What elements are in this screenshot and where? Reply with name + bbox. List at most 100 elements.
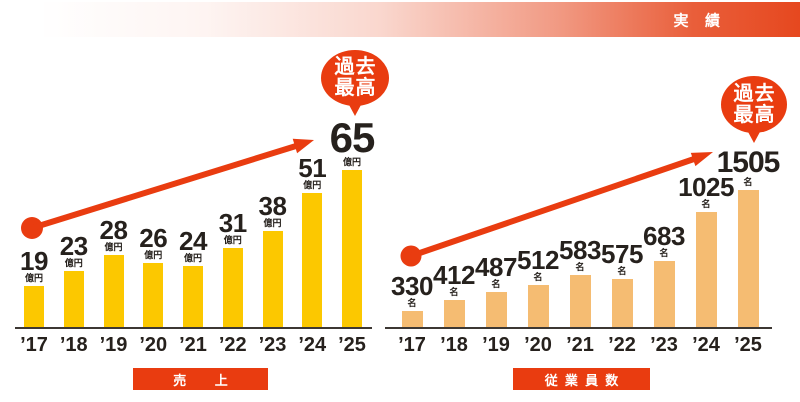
bar-unit: 名 — [491, 279, 501, 289]
bar-unit: 億円 — [183, 253, 202, 263]
bar-unit: 億円 — [303, 180, 322, 190]
bar-value: 512 — [517, 245, 559, 275]
x-axis-label: ’21 — [566, 334, 594, 356]
x-axis-line-employees — [385, 327, 772, 329]
x-axis-label: ’23 — [650, 334, 678, 356]
bar-unit: 億円 — [64, 258, 83, 268]
bar-value: 575 — [601, 239, 643, 269]
bar-value: 26 — [139, 223, 168, 253]
bar-unit: 名 — [659, 248, 669, 258]
bar-unit: 名 — [449, 287, 459, 297]
bar-unit: 億円 — [144, 250, 163, 260]
bar — [183, 266, 203, 329]
bar-unit: 名 — [617, 266, 627, 276]
bar-column: 23 億円 — [34, 231, 114, 329]
x-axis-label: ’19 — [99, 334, 128, 356]
bar — [103, 255, 124, 329]
x-axis-label: ’17 — [20, 334, 48, 356]
x-axis-label: ’24 — [692, 334, 720, 356]
bar-unit: 億円 — [263, 218, 282, 228]
x-axis-label: ’17 — [398, 334, 426, 356]
record-high-badge-employees: 過去 最高 — [721, 76, 787, 133]
bar — [527, 285, 549, 329]
bar — [342, 170, 362, 329]
bar-value: 24 — [179, 226, 207, 256]
bar-column: 19 億円 — [0, 248, 74, 329]
bar-column: 1025 名 — [666, 172, 746, 329]
bar-unit: 名 — [407, 298, 417, 308]
bar-column: 412 名 — [414, 260, 494, 329]
bar-value: 487 — [475, 252, 517, 282]
bar-value: 23 — [59, 231, 88, 261]
bar — [401, 311, 423, 329]
bar-value: 330 — [391, 271, 433, 301]
bar — [63, 271, 84, 329]
bar-value: 683 — [643, 221, 685, 251]
x-axis-label: ’25 — [338, 334, 366, 356]
bar-value: 28 — [99, 215, 128, 245]
x-axis-label: ’20 — [524, 334, 552, 356]
bar-column: 683 名 — [624, 221, 704, 329]
chart-title-sales: 売上 — [133, 368, 268, 390]
bar-column: 583 名 — [540, 235, 620, 329]
bar — [262, 231, 283, 329]
bar-column: 512 名 — [498, 245, 578, 329]
chart-title-employees: 従業員数 — [513, 368, 650, 390]
bar-column: 26 億円 — [113, 223, 193, 329]
x-axis-label: ’25 — [734, 334, 762, 356]
bar-value: 1505 — [716, 146, 781, 179]
x-axis-label: ’22 — [608, 334, 636, 356]
bar-column: 51 億円 — [272, 153, 352, 329]
bar-column: 28 億円 — [74, 215, 154, 329]
bar-column: 330 名 — [372, 271, 452, 329]
x-axis-label: ’19 — [482, 334, 510, 356]
bar-column: 24 億円 — [153, 226, 233, 329]
bar — [611, 279, 633, 329]
bar — [695, 212, 717, 329]
chart-title-employees-text: 従業員数 — [544, 372, 626, 388]
bar-value: 412 — [433, 260, 475, 290]
badge-line-1: 過去 — [334, 56, 377, 78]
x-axis-label: ’24 — [298, 334, 327, 356]
bar-value: 31 — [218, 208, 247, 238]
bar-unit: 億円 — [24, 273, 43, 283]
bar — [24, 286, 44, 329]
bar-unit: 億円 — [104, 242, 123, 252]
bar-unit: 億円 — [342, 157, 361, 167]
x-axis-label: ’18 — [59, 334, 88, 356]
bar — [653, 261, 675, 329]
record-high-badge-sales: 過去 最高 — [321, 50, 389, 106]
bar-unit: 名 — [743, 177, 753, 187]
bar-value: 583 — [559, 235, 601, 265]
banner-title: 実績 — [673, 12, 737, 29]
bar-column: 65 億円 — [312, 114, 392, 329]
bar-column: 487 名 — [456, 252, 536, 329]
bar-unit: 名 — [533, 272, 543, 282]
bar-value: 65 — [329, 114, 376, 161]
bar-column: 1505 名 — [708, 146, 788, 329]
bar — [302, 193, 323, 329]
bar-value: 38 — [258, 191, 287, 221]
x-axis-label: ’23 — [258, 334, 287, 356]
badge-line-2: 最高 — [334, 77, 377, 99]
bar — [485, 292, 507, 329]
bar-value: 1025 — [678, 172, 734, 202]
chart-title-sales-text: 売上 — [173, 372, 257, 388]
badge-line-1: 過去 — [733, 82, 776, 105]
bar-column: 38 億円 — [233, 191, 313, 329]
bar-column: 575 名 — [582, 239, 662, 329]
x-axis-label: ’22 — [218, 334, 247, 356]
bar — [222, 248, 243, 329]
bar — [737, 190, 759, 329]
x-axis-line-sales — [15, 327, 372, 329]
results-banner: 実績 — [38, 2, 800, 37]
bar — [569, 275, 591, 329]
badge-line-2: 最高 — [733, 103, 776, 126]
bar-value: 51 — [298, 153, 327, 183]
bar — [143, 263, 164, 329]
bar-unit: 億円 — [223, 235, 242, 245]
bar-column: 31 億円 — [193, 208, 273, 329]
bar — [443, 300, 465, 329]
x-axis-label: ’20 — [139, 334, 168, 356]
